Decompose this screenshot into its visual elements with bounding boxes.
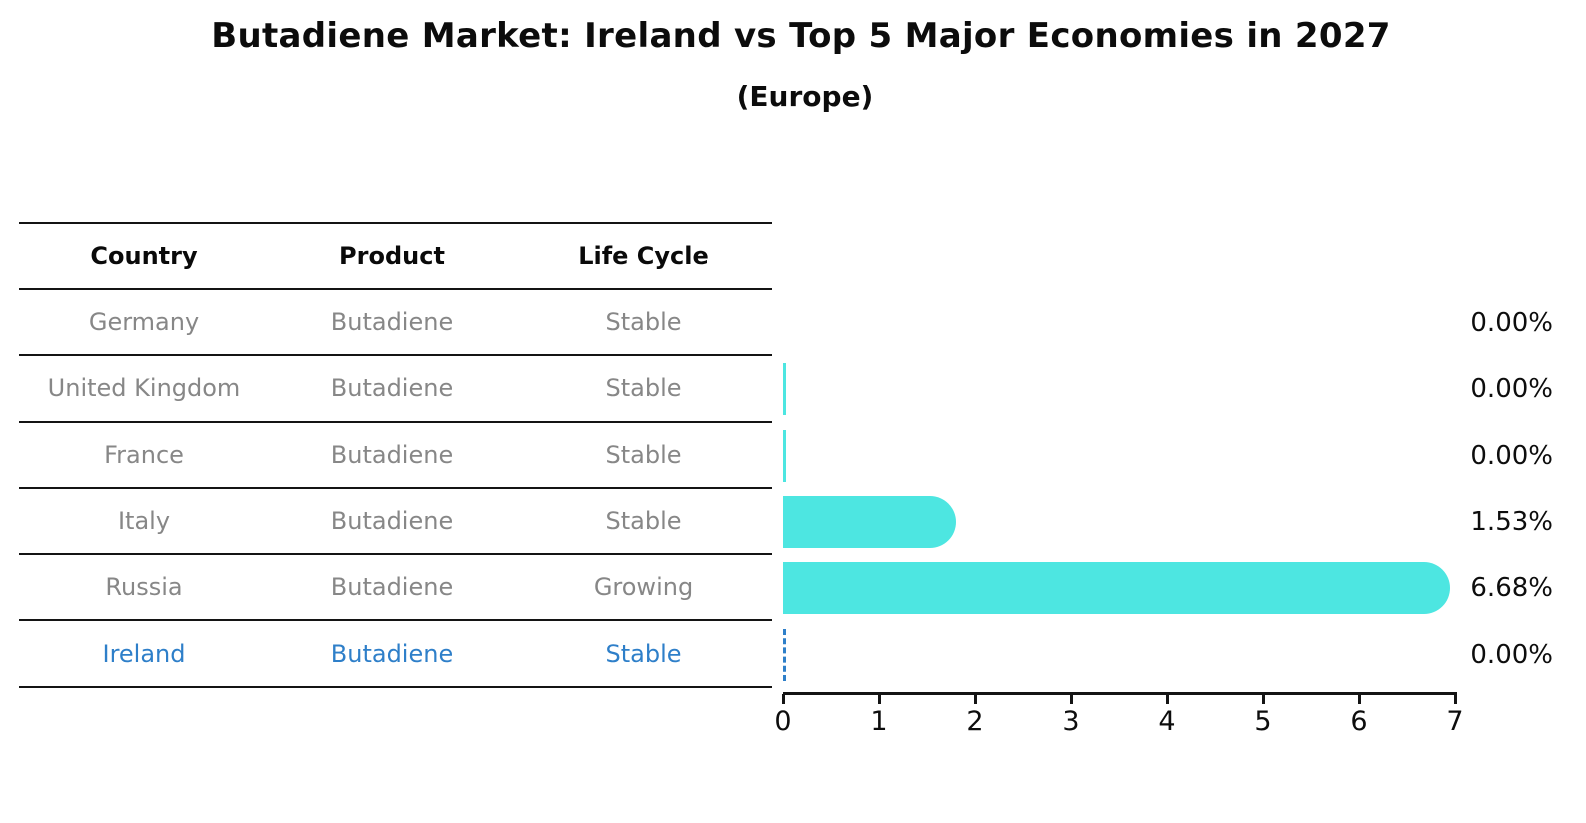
x-axis-line bbox=[783, 692, 1457, 695]
table-row: Ireland Butadiene Stable bbox=[19, 621, 772, 688]
bar bbox=[783, 562, 1451, 615]
table-cell-country: Ireland bbox=[102, 639, 186, 668]
bar-value-label: 6.68% bbox=[1470, 573, 1553, 604]
x-tick bbox=[1166, 694, 1169, 704]
table-row: France Butadiene Stable bbox=[19, 423, 772, 489]
x-tick-label: 7 bbox=[1446, 706, 1464, 737]
bar bbox=[783, 429, 786, 482]
table-cell-lifecycle: Stable bbox=[605, 440, 682, 469]
bar bbox=[783, 363, 786, 416]
table-cell-product: Butadiene bbox=[330, 507, 454, 536]
x-tick-label: 1 bbox=[870, 706, 888, 737]
table-cell-product: Butadiene bbox=[330, 639, 454, 668]
table-cell-product: Butadiene bbox=[330, 308, 454, 337]
x-tick-label: 3 bbox=[1062, 706, 1080, 737]
x-tick bbox=[1070, 694, 1073, 704]
table-row: Italy Butadiene Stable bbox=[19, 489, 772, 556]
table-cell-product: Butadiene bbox=[330, 440, 454, 469]
x-tick-label: 4 bbox=[1158, 706, 1176, 737]
x-tick bbox=[1262, 694, 1265, 704]
bar-value-label: 0.00% bbox=[1470, 440, 1553, 471]
x-tick bbox=[878, 694, 881, 704]
x-tick bbox=[782, 694, 785, 704]
table-cell-lifecycle: Stable bbox=[605, 639, 682, 668]
x-tick-label: 5 bbox=[1254, 706, 1272, 737]
table-cell-country: France bbox=[104, 440, 184, 469]
table-cell-lifecycle: Stable bbox=[605, 507, 682, 536]
table-header-lifecycle: Life Cycle bbox=[578, 242, 709, 270]
bar bbox=[783, 496, 956, 549]
chart-title: Butadiene Market: Ireland vs Top 5 Major… bbox=[211, 16, 1391, 56]
x-tick bbox=[1358, 694, 1361, 704]
bar-value-label: 0.00% bbox=[1470, 374, 1553, 405]
table-cell-country: United Kingdom bbox=[47, 374, 241, 403]
table-cell-country: Italy bbox=[117, 507, 171, 536]
table-cell-lifecycle: Stable bbox=[605, 308, 682, 337]
table-cell-country: Russia bbox=[105, 573, 183, 602]
table-cell-product: Butadiene bbox=[330, 573, 454, 602]
x-tick bbox=[1454, 694, 1457, 704]
table-header-row: Country Product Life Cycle bbox=[19, 224, 772, 290]
table-cell-country: Germany bbox=[88, 308, 200, 337]
table-cell-lifecycle: Growing bbox=[593, 573, 694, 602]
table-cell-lifecycle: Stable bbox=[605, 374, 682, 403]
table-row: Germany Butadiene Stable bbox=[19, 290, 772, 357]
x-tick-label: 0 bbox=[774, 706, 792, 737]
table-header-country: Country bbox=[90, 242, 198, 270]
ireland-zero-marker bbox=[783, 628, 786, 681]
bar-value-label: 1.53% bbox=[1470, 507, 1553, 538]
country-table: Country Product Life Cycle Germany Butadi… bbox=[19, 222, 772, 688]
table-row: Russia Butadiene Growing bbox=[19, 555, 772, 622]
bar-value-label: 0.00% bbox=[1470, 639, 1553, 670]
table-row: United Kingdom Butadiene Stable bbox=[19, 356, 772, 423]
x-tick-label: 2 bbox=[966, 706, 984, 737]
table-cell-product: Butadiene bbox=[330, 374, 454, 403]
table-header-product: Product bbox=[339, 242, 445, 270]
x-tick bbox=[974, 694, 977, 704]
x-tick-label: 6 bbox=[1350, 706, 1368, 737]
table-body: Germany Butadiene Stable United Kingdom Buta… bbox=[19, 290, 772, 688]
bar-value-label: 0.00% bbox=[1470, 308, 1553, 339]
chart-subtitle: (Europe) bbox=[736, 80, 874, 113]
